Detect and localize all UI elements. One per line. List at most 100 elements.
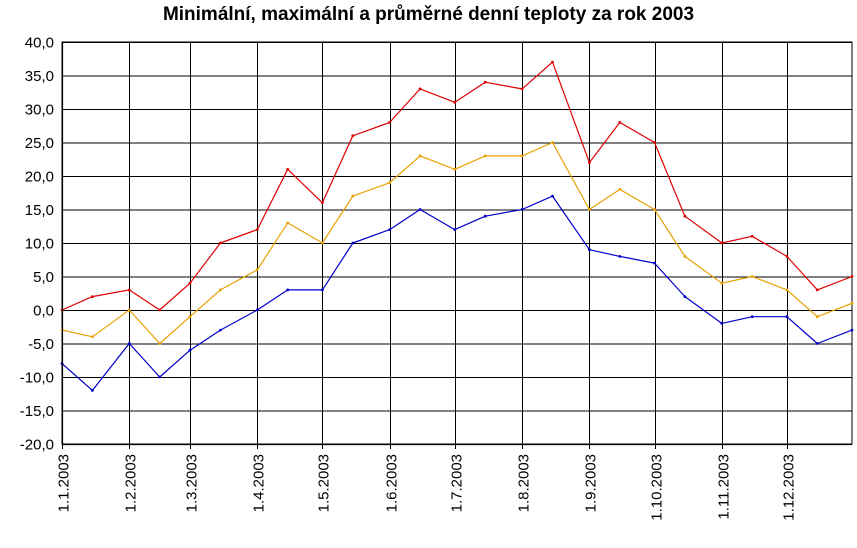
data-point	[618, 255, 622, 258]
y-tick-labels: -20,0 -15,0 -10,0 -5,0 0,0 5,0 10,0 15,0 20,0 25,…	[20, 35, 54, 454]
y-tick-label: -5,0	[28, 336, 54, 353]
data-point	[91, 389, 94, 392]
data-point	[720, 322, 724, 325]
data-point	[653, 261, 656, 265]
y-tick-label: 0,0	[33, 303, 54, 320]
data-point	[127, 342, 131, 345]
x-tick-label: 1.4.2003	[251, 454, 268, 512]
data-point	[286, 221, 290, 225]
data-point	[483, 80, 487, 84]
data-point	[551, 60, 554, 64]
data-point	[618, 121, 622, 124]
x-tick-label: 1.9.2003	[583, 454, 600, 512]
data-point	[520, 87, 524, 91]
data-point	[351, 134, 355, 138]
data-point	[683, 214, 687, 218]
data-point	[850, 301, 854, 305]
y-tick-label: -10,0	[20, 370, 54, 387]
data-point	[321, 201, 324, 205]
y-tick-label: 5,0	[33, 269, 54, 286]
chart-title: Minimální, maximální a průměrné denní te…	[162, 4, 695, 25]
data-point	[158, 308, 162, 312]
data-point	[127, 308, 131, 312]
data-point	[418, 208, 422, 211]
data-point	[219, 328, 222, 332]
data-point	[750, 275, 754, 278]
grid-lines	[61, 41, 853, 445]
data-point	[720, 281, 724, 285]
data-point	[158, 375, 162, 379]
max-temperature-line	[61, 61, 853, 311]
data-point	[588, 161, 591, 165]
data-point	[158, 342, 162, 345]
data-point	[785, 288, 789, 292]
data-point	[91, 295, 94, 298]
data-point	[551, 141, 554, 144]
data-point	[653, 141, 656, 144]
x-tick-label: 1.2.2003	[123, 454, 140, 512]
x-tick-label: 1.12.2003	[781, 454, 798, 521]
data-point	[286, 167, 290, 171]
data-point	[720, 241, 724, 245]
data-point	[750, 315, 754, 319]
y-tick-label: 15,0	[25, 202, 54, 219]
data-point	[815, 288, 819, 292]
data-point	[453, 167, 457, 171]
x-tick-label: 1.1.2003	[56, 454, 73, 512]
data-point	[351, 194, 355, 198]
y-tick-label: 35,0	[25, 68, 54, 85]
data-point	[286, 288, 290, 292]
data-point	[255, 268, 259, 272]
data-point	[785, 315, 789, 319]
data-point	[588, 248, 591, 252]
data-point	[683, 255, 687, 258]
data-point	[255, 308, 259, 312]
y-tick-label: 20,0	[25, 169, 54, 186]
data-point	[453, 100, 457, 104]
x-tick-labels: 1.1.2003 1.2.2003 1.3.2003 1.4.2003 1.5.2003…	[56, 454, 798, 521]
data-point	[321, 288, 324, 292]
data-point	[388, 121, 392, 124]
data-point	[750, 234, 754, 238]
data-point	[815, 315, 819, 319]
data-point	[683, 295, 687, 298]
data-point	[388, 181, 392, 185]
data-point	[850, 328, 854, 332]
data-point	[418, 154, 422, 158]
data-point	[551, 194, 554, 198]
data-point	[483, 154, 487, 158]
y-tick-label: -15,0	[20, 403, 54, 420]
x-tick-label: 1.10.2003	[649, 454, 666, 521]
data-point	[321, 241, 324, 245]
data-point	[483, 214, 487, 218]
data-point	[388, 228, 392, 232]
data-point	[219, 241, 222, 245]
x-tick-label: 1.8.2003	[516, 454, 533, 512]
data-point	[453, 228, 457, 232]
data-point	[351, 241, 355, 245]
data-point	[91, 335, 94, 339]
x-tick-label: 1.7.2003	[449, 454, 466, 512]
y-tick-label: 30,0	[25, 102, 54, 119]
data-point	[188, 281, 192, 285]
data-point	[785, 255, 789, 258]
data-point	[588, 208, 591, 211]
x-tick-label: 1.11.2003	[716, 454, 733, 520]
data-point	[850, 275, 854, 278]
y-tick-label: 25,0	[25, 135, 54, 152]
data-point	[520, 208, 524, 211]
data-point	[127, 288, 131, 292]
y-tick-label: 40,0	[25, 35, 54, 52]
data-point	[815, 342, 819, 345]
min-temperature-line	[61, 195, 853, 391]
data-point	[188, 315, 192, 319]
y-tick-label: -20,0	[20, 437, 54, 454]
x-tick-label: 1.6.2003	[384, 454, 401, 512]
x-tick-label: 1.5.2003	[316, 454, 333, 512]
x-tick-label: 1.3.2003	[184, 454, 201, 512]
axes	[61, 42, 852, 449]
series-lines	[60, 60, 854, 392]
data-point	[188, 348, 192, 352]
data-point	[255, 228, 259, 232]
